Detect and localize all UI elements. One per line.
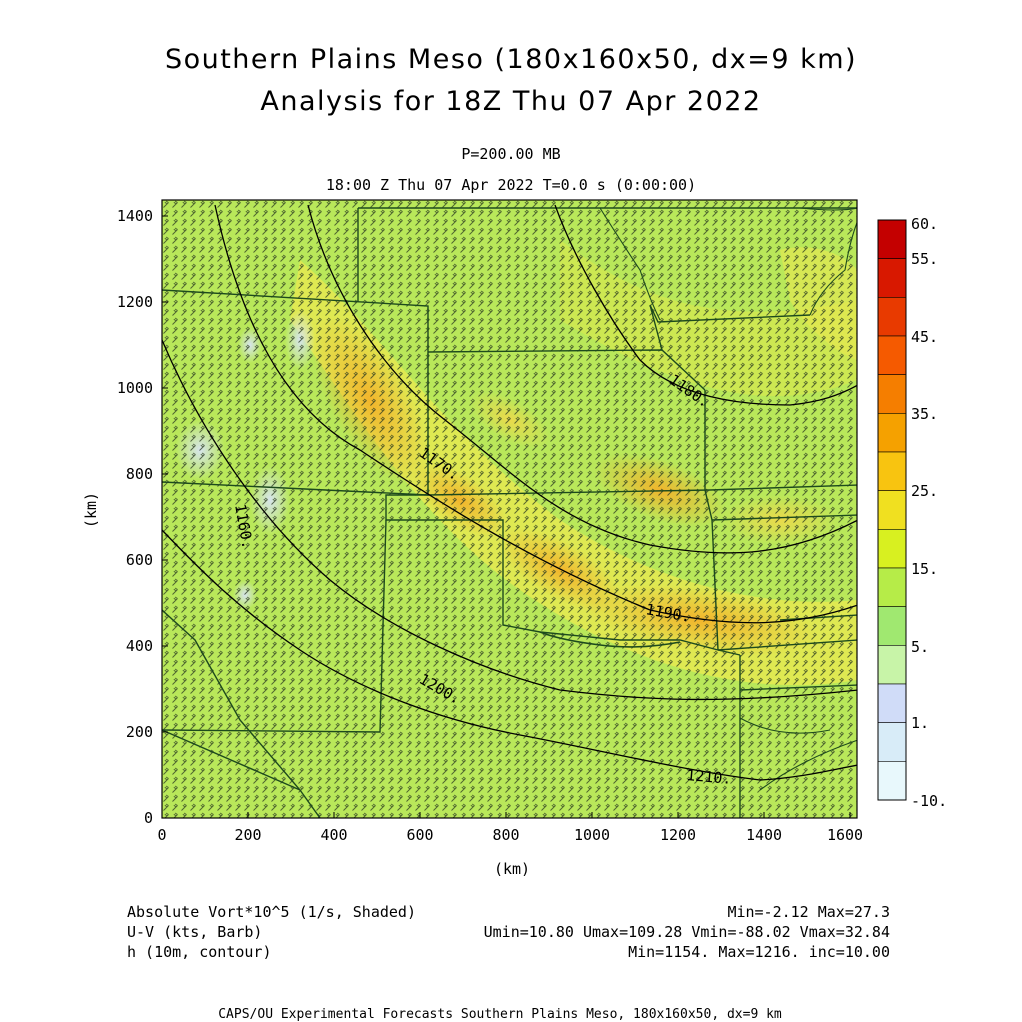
colorbar-label: 5. xyxy=(911,638,929,656)
height-contours xyxy=(162,204,857,781)
colorbar-band xyxy=(877,529,907,569)
colorbar-band xyxy=(877,374,907,414)
colorbar-band xyxy=(877,722,907,762)
state-boundaries xyxy=(162,207,857,818)
colorbar-label: -10. xyxy=(911,792,947,810)
colorbar xyxy=(877,219,907,801)
field1-stats: Min=-2.12 Max=27.3 xyxy=(727,903,890,921)
x-axis-label: (km) xyxy=(494,860,530,878)
colorbar-band xyxy=(877,258,907,298)
map-title-line1: Southern Plains Meso (180x160x50, dx=9 k… xyxy=(164,44,858,75)
field3-stats: Min=1154. Max=1216. inc=10.00 xyxy=(628,943,890,961)
y-tick: 800 xyxy=(126,465,153,483)
pressure-level-label: P=200.00 MB xyxy=(461,145,561,163)
y-tick: 400 xyxy=(126,637,153,655)
x-tick: 600 xyxy=(406,826,433,844)
x-tick: 1000 xyxy=(574,826,610,844)
credit-line: CAPS/OU Experimental Forecasts Southern … xyxy=(218,1007,782,1022)
x-tick: 1200 xyxy=(660,826,696,844)
colorbar-band xyxy=(877,606,907,646)
y-tick: 1200 xyxy=(117,293,153,311)
x-tick: 1400 xyxy=(746,826,782,844)
colorbar-band xyxy=(877,567,907,607)
y-axis-label: (km) xyxy=(82,492,100,528)
colorbar-label: 55. xyxy=(911,250,938,268)
colorbar-band xyxy=(877,451,907,491)
y-tick: 0 xyxy=(144,809,153,827)
colorbar-band xyxy=(877,335,907,375)
valid-time-label: 18:00 Z Thu 07 Apr 2022 T=0.0 s (0:00:00… xyxy=(325,176,697,194)
field2-name: U-V (kts, Barb) xyxy=(127,923,262,941)
contour-label-1210: 1210. xyxy=(686,766,733,788)
x-tick: 0 xyxy=(157,826,166,844)
colorbar-band xyxy=(877,219,907,259)
colorbar-band xyxy=(877,490,907,530)
colorbar-label: 1. xyxy=(911,714,929,732)
plot-frame xyxy=(161,199,858,819)
axis-ticks xyxy=(161,215,851,819)
colorbar-label: 35. xyxy=(911,405,938,423)
y-tick: 1400 xyxy=(117,207,153,225)
colorbar-band xyxy=(877,683,907,723)
footer: Absolute Vort*10^5 (1/s, Shaded) Min=-2.… xyxy=(127,903,890,1022)
colorbar-band xyxy=(877,297,907,337)
colorbar-band xyxy=(877,761,907,801)
colorbar-labels: 60. 55. 45. 35. 25. 15. 5. 1. -10. xyxy=(911,215,947,810)
field3-name: h (10m, contour) xyxy=(127,943,272,961)
x-tick: 200 xyxy=(234,826,261,844)
colorbar-band xyxy=(877,645,907,685)
y-tick: 200 xyxy=(126,723,153,741)
colorbar-label: 25. xyxy=(911,482,938,500)
y-tick: 600 xyxy=(126,551,153,569)
x-tick: 1600 xyxy=(827,826,863,844)
map-title-line2: Analysis for 18Z Thu 07 Apr 2022 xyxy=(260,86,762,117)
x-axis-ticks: 0 200 400 600 800 1000 1200 1400 1600 xyxy=(157,826,863,844)
field2-stats: Umin=10.80 Umax=109.28 Vmin=-88.02 Vmax=… xyxy=(484,923,890,941)
vorticity-shading: 1160. 1170. 1180. 1190. 1200. 1210. xyxy=(162,200,857,818)
y-axis-ticks: 0 200 400 600 800 1000 1200 1400 xyxy=(117,207,153,827)
colorbar-label: 60. xyxy=(911,215,938,233)
x-tick: 800 xyxy=(492,826,519,844)
colorbar-band xyxy=(877,413,907,453)
field1-name: Absolute Vort*10^5 (1/s, Shaded) xyxy=(127,903,416,921)
colorbar-label: 45. xyxy=(911,328,938,346)
colorbar-label: 15. xyxy=(911,560,938,578)
x-tick: 400 xyxy=(320,826,347,844)
y-tick: 1000 xyxy=(117,379,153,397)
